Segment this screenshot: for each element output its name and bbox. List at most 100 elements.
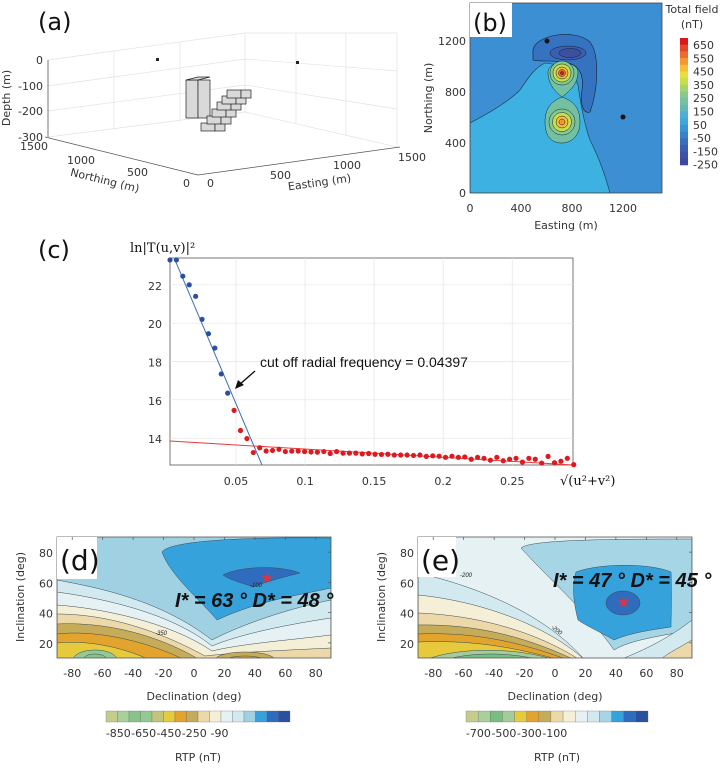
blue-fit-line [174,259,263,465]
colorbar-swatch [477,710,491,723]
colorbar-label: -250 [182,727,207,740]
colorbar-swatch [186,710,199,723]
colorbar-swatch [278,710,291,723]
y-tick: 0 [459,187,466,200]
colorbar-label: 450 [693,66,714,79]
easting-tick: 1000 [333,159,361,172]
colorbar-swatch [502,710,515,723]
red-data-point [231,407,237,413]
red-data-point [282,448,288,455]
colorbar-label: 650 [693,39,714,52]
colorbar-swatch [611,710,624,723]
optimum-star-icon: ★ [260,570,273,587]
northing-tick: 1000 [67,154,95,167]
red-data-point [404,452,410,458]
y-axis-label: ln|T(u,v)|² [130,241,195,256]
red-data-point [507,456,513,462]
red-data-point [391,452,397,458]
panel-label-d: (d) [60,544,100,577]
red-data-point [276,446,282,452]
x-tick: -40 [124,667,142,680]
colorbar-title: RTP (nT) [534,751,580,764]
blue-data-point [218,371,224,377]
x-tick: 60 [639,667,653,680]
panel-c-spectrum-plot: 0.05 0.1 0.15 0.2 0.25 14 16 18 20 22 ln|T(u,v)|²… [130,241,615,489]
red-data-point [551,460,558,466]
x-tick: -40 [485,667,503,680]
panel-d-rtp-contour: (d) I* = 63 ° D* = 48 ° -350 -100 [56,536,334,659]
red-data-point [442,454,449,460]
red-data-point [410,452,417,459]
station-marker [620,114,626,120]
panel-label-b: (b) [473,9,507,37]
y-tick: 40 [39,608,53,621]
y-tick: 400 [445,137,466,150]
y-axis-label: Inclination (deg) [375,552,388,642]
red-data-point [398,452,404,458]
y-tick: 22 [148,280,162,293]
red-data-point [526,455,532,461]
y-tick: 800 [445,86,466,99]
x-axis-label: Declination (deg) [147,690,242,703]
colorbar-swatch [680,58,688,66]
colorbar-swatch [151,710,164,723]
colorbar-unit: (nT) [681,18,703,31]
optimum-annotation: I* = 47 ° D* = 45 ° [553,570,712,592]
colorbar-label: -700 [466,727,491,740]
colorbar-swatch [163,710,176,723]
colorbar-label: -150 [693,145,718,158]
red-data-point [321,448,327,455]
colorbar-label: 50 [693,119,707,132]
y-tick: 20 [39,638,53,651]
panel-label-e: (e) [421,544,460,577]
x-axis-label: Declination (deg) [508,690,603,703]
colorbar-swatch [680,71,688,79]
easting-tick: 500 [270,169,291,182]
red-data-point [481,455,487,461]
colorbar-swatch [550,710,564,723]
blue-data-point [212,345,218,351]
red-data-point [346,450,353,456]
colorbar-label: 250 [693,92,714,105]
colorbar-swatch [680,98,688,106]
red-data-point [468,456,474,462]
y-tick: 80 [400,547,414,560]
contour-label: -200 [460,573,473,579]
x-tick: 80 [670,667,684,680]
y-tick: 60 [400,577,414,590]
red-data-point [455,454,461,460]
y-tick: 20 [148,318,162,331]
northing-tick: 1500 [20,140,48,153]
colorbar-swatch [197,710,210,723]
annotation-arrow [238,370,256,386]
red-data-point [423,453,429,459]
colorbar-label: -90 [211,727,229,740]
y-tick: 80 [39,547,53,560]
colorbar-swatch [220,710,233,723]
easting-tick: 0 [207,177,214,190]
colorbar-swatch [266,710,279,723]
x-tick: 0.1 [296,475,314,488]
z-tick: -100 [18,80,43,93]
y-tick: 14 [148,433,162,446]
red-data-point [545,453,551,459]
station-marker [296,61,299,64]
colorbar-swatch [680,44,688,52]
red-data-point [449,453,455,459]
x-tick: 40 [609,667,623,680]
colorbar-swatch [680,51,688,59]
fit-lines [170,259,573,465]
colorbar-swatch [680,111,688,119]
red-data-point [494,454,500,460]
colorbar-swatch [680,144,688,152]
red-data-point [263,448,269,454]
panel-label-c: (c) [38,236,70,264]
station-marker [156,58,159,61]
colorbar-swatch [209,710,222,723]
x-tick: 0 [467,202,474,215]
panel-e-rtp-contour: (e) I* = 47 ° D* = 45 ° -200 -200 [417,536,712,659]
colorbar-swatch [526,710,539,723]
colorbar-swatch [174,710,187,723]
